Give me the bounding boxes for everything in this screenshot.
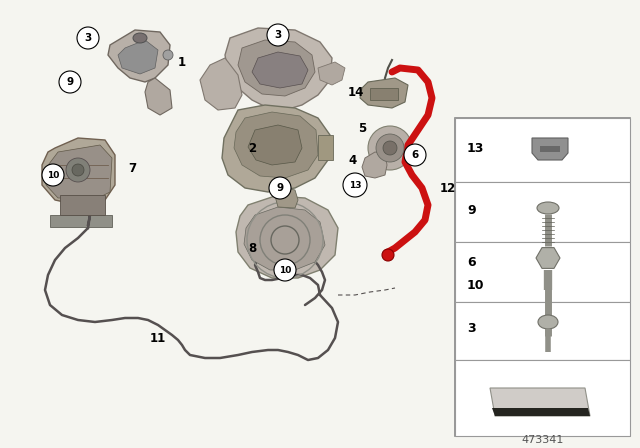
Bar: [455, 182, 630, 242]
Ellipse shape: [537, 202, 559, 214]
Text: 3: 3: [467, 322, 476, 335]
Circle shape: [405, 145, 425, 165]
Circle shape: [276, 184, 284, 192]
Text: 9: 9: [67, 77, 74, 87]
Polygon shape: [492, 408, 590, 416]
Circle shape: [410, 150, 420, 160]
Text: 6: 6: [467, 255, 476, 268]
Polygon shape: [236, 196, 338, 278]
Polygon shape: [238, 40, 315, 96]
Bar: [455, 118, 630, 182]
Circle shape: [272, 180, 288, 196]
Bar: [50, 215, 112, 227]
Circle shape: [42, 164, 64, 186]
Text: 13: 13: [467, 142, 484, 155]
Text: 6: 6: [412, 150, 419, 160]
Text: 3: 3: [84, 33, 92, 43]
Circle shape: [59, 71, 81, 93]
Text: 4: 4: [348, 154, 356, 167]
Circle shape: [368, 126, 412, 170]
Circle shape: [382, 249, 394, 261]
Polygon shape: [248, 125, 302, 165]
Polygon shape: [244, 207, 325, 270]
Polygon shape: [200, 58, 242, 110]
Ellipse shape: [538, 315, 558, 329]
Circle shape: [77, 27, 99, 49]
Text: 8: 8: [248, 241, 256, 254]
Circle shape: [269, 177, 291, 199]
Text: 13: 13: [349, 181, 361, 190]
Polygon shape: [275, 188, 298, 208]
Ellipse shape: [270, 30, 286, 40]
Circle shape: [267, 24, 289, 46]
Text: 10: 10: [279, 266, 291, 275]
Text: 9: 9: [467, 203, 476, 216]
Polygon shape: [108, 30, 170, 82]
Bar: [455, 242, 630, 302]
Text: 10: 10: [467, 279, 484, 292]
Polygon shape: [145, 78, 172, 115]
Bar: [318, 135, 333, 160]
Circle shape: [376, 134, 404, 162]
Bar: [60, 195, 105, 215]
Polygon shape: [234, 112, 318, 178]
Polygon shape: [490, 388, 590, 416]
Text: 12: 12: [440, 181, 456, 194]
Polygon shape: [252, 52, 308, 88]
Text: 14: 14: [348, 86, 364, 99]
Circle shape: [404, 144, 426, 166]
Text: 7: 7: [128, 161, 136, 175]
Text: 473341: 473341: [522, 435, 564, 445]
Polygon shape: [225, 28, 332, 110]
Polygon shape: [360, 78, 408, 108]
Bar: [455, 360, 630, 436]
Circle shape: [66, 158, 90, 182]
Circle shape: [343, 173, 367, 197]
Bar: [455, 302, 630, 360]
Bar: [370, 88, 398, 100]
Polygon shape: [118, 40, 158, 74]
Polygon shape: [532, 138, 568, 160]
Text: 5: 5: [358, 121, 366, 134]
Circle shape: [279, 262, 291, 274]
Text: 2: 2: [248, 142, 256, 155]
Bar: [540, 146, 560, 152]
Circle shape: [274, 259, 296, 281]
Polygon shape: [362, 152, 387, 178]
Text: 3: 3: [275, 30, 282, 40]
Bar: [455, 118, 630, 436]
Circle shape: [163, 50, 173, 60]
Polygon shape: [46, 145, 112, 198]
Ellipse shape: [133, 33, 147, 43]
Text: 1: 1: [178, 56, 186, 69]
Circle shape: [383, 141, 397, 155]
Text: 11: 11: [150, 332, 166, 345]
Polygon shape: [318, 62, 345, 85]
Text: 9: 9: [276, 183, 284, 193]
Text: 10: 10: [47, 171, 59, 180]
Circle shape: [72, 164, 84, 176]
Polygon shape: [222, 105, 330, 192]
Polygon shape: [42, 138, 115, 205]
